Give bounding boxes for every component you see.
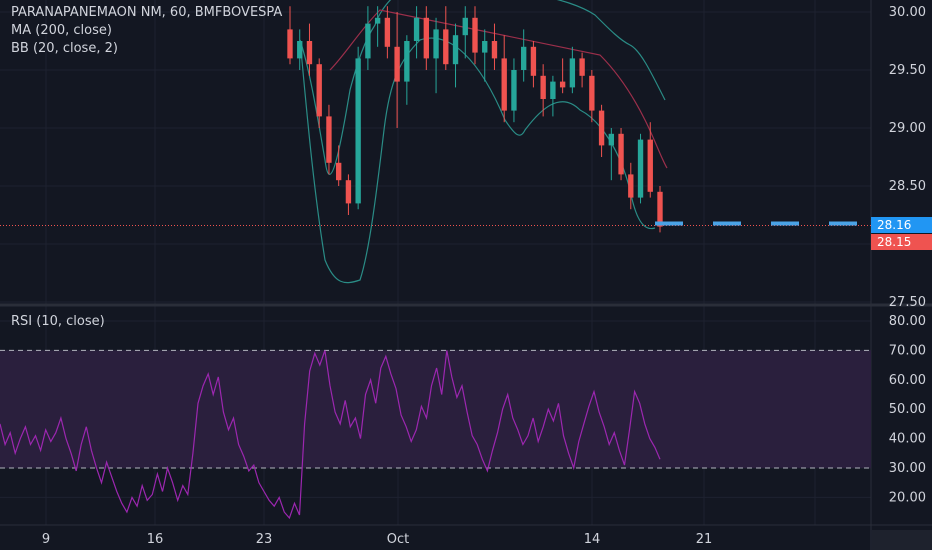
axis-settings-button[interactable]	[872, 530, 932, 550]
candle-body	[647, 139, 653, 192]
candle-body	[491, 41, 498, 59]
candle-body	[404, 41, 410, 82]
bb-indicator-label[interactable]: BB (20, close, 2)	[11, 41, 118, 56]
rsi-tick-label: 40.00	[889, 432, 926, 447]
candle-body	[336, 162, 342, 181]
candle-body	[482, 41, 488, 53]
candle-body	[423, 17, 429, 59]
last-price-tag: 28.16	[871, 217, 932, 233]
rsi-tick-label: 60.00	[889, 373, 926, 388]
symbol-title[interactable]: PARANAPANEMAON NM, 60, BMFBOVESPA	[11, 5, 283, 20]
time-tick-label: 16	[147, 532, 164, 547]
rsi-tick-label: 70.00	[889, 343, 926, 358]
candle-body	[579, 58, 585, 76]
candle-body	[413, 17, 420, 41]
price-tick-label: 30.00	[889, 5, 926, 20]
candle-body	[657, 191, 663, 227]
candle-body	[550, 81, 556, 99]
candle-body	[569, 58, 576, 88]
candle-body	[559, 81, 566, 88]
candle-body	[462, 17, 468, 36]
candle-body	[521, 46, 527, 70]
prev-price-tag: 28.15	[871, 234, 932, 250]
rsi-legend: RSI (10, close)	[11, 313, 105, 331]
candle-body	[306, 41, 313, 65]
ma-line	[329, 9, 668, 169]
candle-body	[433, 29, 439, 59]
rsi-indicator-label[interactable]: RSI (10, close)	[11, 314, 105, 329]
candle-body	[443, 29, 449, 65]
rsi-tick-label: 50.00	[889, 402, 926, 417]
candle-body	[598, 110, 605, 146]
bb-lower-line	[299, 37, 656, 284]
candle-body	[618, 133, 624, 175]
time-tick-label: 21	[696, 532, 713, 547]
candle-body	[365, 23, 371, 59]
price-tick-label: 28.50	[889, 179, 926, 194]
candle-body	[287, 29, 293, 59]
candle-body	[608, 133, 614, 146]
candle-body	[384, 17, 391, 47]
candle-body	[501, 58, 507, 111]
candle-body	[316, 64, 322, 117]
rsi-line	[0, 350, 661, 520]
candle-body	[637, 139, 644, 198]
ma-indicator-label[interactable]: MA (200, close)	[11, 23, 112, 38]
candle-body	[326, 116, 332, 163]
candle-body	[297, 41, 303, 59]
price-tick-label: 29.00	[889, 121, 926, 136]
candle-body	[374, 17, 381, 24]
price-legend: PARANAPANEMAON NM, 60, BMFBOVESPA MA (20…	[11, 4, 282, 58]
price-tick-label: 29.50	[889, 63, 926, 78]
rsi-band	[0, 350, 871, 468]
candle-body	[511, 70, 517, 111]
candle-body	[530, 46, 537, 76]
price-tick-label: 27.50	[889, 295, 926, 310]
candle-body	[589, 75, 595, 111]
rsi-tick-label: 30.00	[889, 461, 926, 476]
time-tick-label: 14	[584, 532, 601, 547]
bb-upper-line	[299, 0, 666, 175]
time-tick-label: 9	[42, 532, 50, 547]
candle-body	[472, 17, 478, 53]
rsi-tick-label: 20.00	[889, 490, 926, 505]
candle-body	[540, 75, 546, 99]
rsi-tick-label: 80.00	[889, 314, 926, 329]
candle-body	[628, 174, 634, 198]
time-tick-label: 23	[256, 532, 273, 547]
time-tick-label: Oct	[387, 532, 409, 547]
candle-body	[452, 35, 459, 65]
candle-body	[345, 180, 352, 204]
candle-body	[394, 46, 400, 82]
candle-body	[355, 58, 361, 204]
